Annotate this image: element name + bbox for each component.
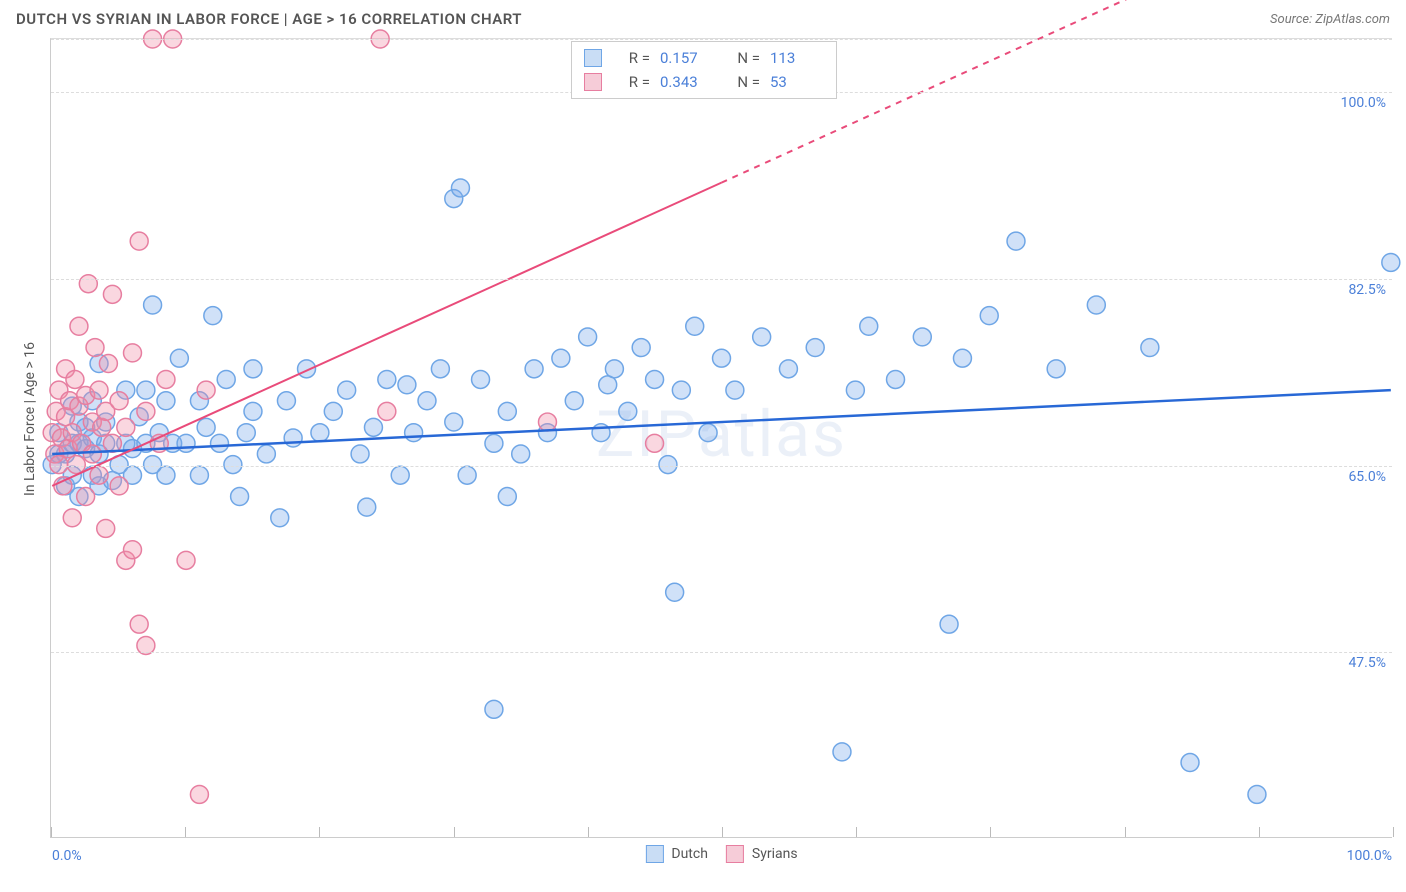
x-axis-max-label: 100.0%	[1347, 848, 1392, 864]
n-value-dutch: 113	[770, 46, 824, 70]
y-tick-label: 82.5%	[1348, 260, 1386, 298]
legend-item-dutch: Dutch	[645, 845, 708, 863]
legend-label-syrians: Syrians	[752, 846, 798, 862]
legend-row-syrians: R = 0.343 N = 53	[584, 70, 824, 94]
y-tick-label: 100.0%	[1341, 73, 1386, 111]
series-legend: Dutch Syrians	[645, 839, 797, 863]
r-label: R =	[614, 46, 650, 70]
y-tick-label: 65.0%	[1348, 447, 1386, 485]
n-label: N =	[724, 70, 760, 94]
chart-plot-area: ZIPatlas R = 0.157 N = 113 R = 0.343 N =…	[50, 38, 1392, 838]
scatter-svg	[51, 39, 1392, 837]
correlation-legend: R = 0.157 N = 113 R = 0.343 N = 53	[571, 41, 837, 99]
dutch-swatch-icon	[584, 49, 602, 67]
y-axis-label: In Labor Force | Age > 16	[22, 342, 38, 496]
r-label: R =	[614, 70, 650, 94]
n-value-syrians: 53	[770, 70, 824, 94]
legend-label-dutch: Dutch	[671, 846, 708, 862]
y-axis-label-container: In Labor Force | Age > 16	[20, 0, 40, 838]
syrians-swatch-icon	[584, 73, 602, 91]
n-label: N =	[724, 46, 760, 70]
r-value-dutch: 0.157	[660, 46, 714, 70]
dutch-swatch-icon	[645, 845, 663, 863]
x-axis-min-label: 0.0%	[52, 848, 82, 864]
chart-title: DUTCH VS SYRIAN IN LABOR FORCE | AGE > 1…	[16, 10, 522, 28]
syrians-swatch-icon	[726, 845, 744, 863]
r-value-syrians: 0.343	[660, 70, 714, 94]
chart-source: Source: ZipAtlas.com	[1270, 12, 1390, 27]
legend-row-dutch: R = 0.157 N = 113	[584, 46, 824, 70]
y-tick-label: 47.5%	[1348, 633, 1386, 671]
legend-item-syrians: Syrians	[726, 845, 798, 863]
